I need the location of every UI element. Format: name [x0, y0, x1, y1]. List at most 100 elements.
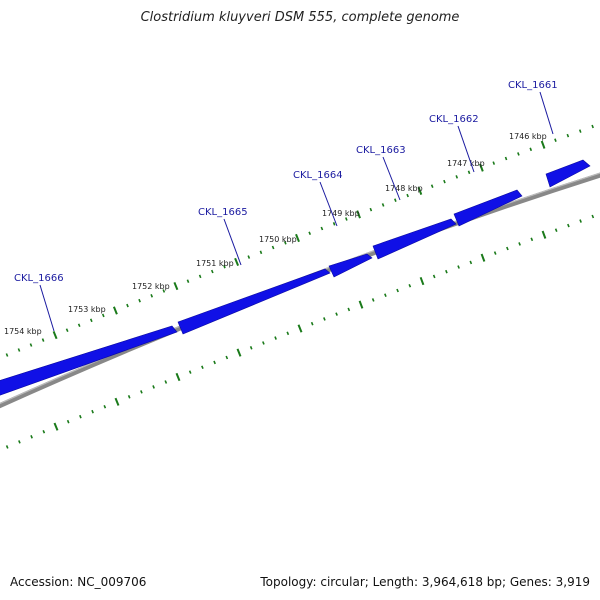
inner-tick-mark — [297, 324, 303, 333]
inner-tick-mark — [127, 395, 131, 399]
outer-tick-mark — [198, 274, 202, 279]
outer-tick-mark — [89, 318, 93, 323]
outer-tick-mark — [308, 231, 312, 236]
inner-tick-mark — [469, 260, 473, 265]
outer-tick-mark — [65, 328, 69, 333]
gene-labels: CKL_1661 CKL_1662 CKL_1663 CKL_1664 CKL_… — [14, 80, 558, 284]
outer-tick-mark — [17, 348, 21, 352]
outer-tick-mark — [271, 245, 275, 250]
outer-tick-mark — [517, 152, 520, 156]
inner-tick-mark — [541, 230, 547, 239]
outer-tick-mark — [578, 129, 582, 133]
outer-tick-mark — [345, 217, 348, 221]
outer-tick-mark — [492, 161, 496, 165]
inner-tick-mark — [530, 237, 534, 242]
gene-label[interactable]: CKL_1666 — [14, 273, 64, 284]
outer-tick-mark — [455, 175, 459, 179]
outer-tick-mark — [162, 289, 166, 293]
inner-tick-mark — [445, 269, 448, 274]
gene-arrow-CKL_1666[interactable] — [0, 325, 178, 397]
inner-tick-mark — [371, 298, 375, 302]
outer-tick-mark — [126, 303, 129, 308]
gene-leader-CKL_1662 — [457, 125, 475, 173]
gene-leader-CKL_1661 — [539, 91, 554, 135]
outer-tick-mark — [150, 294, 154, 298]
outer-tick-mark — [406, 193, 409, 198]
genome-stats-text: Topology: circular; Length: 3,964,618 bp… — [260, 575, 590, 589]
inner-tick-mark — [286, 331, 290, 336]
outer-tick-mark — [332, 222, 336, 226]
inner-tick-mark — [236, 348, 242, 357]
gene-label[interactable]: CKL_1662 — [429, 114, 479, 125]
inner-tick-mark — [103, 404, 107, 409]
inner-tick-mark — [480, 253, 486, 262]
tick-label: 1750 kbp — [259, 235, 297, 244]
outer-tick-mark — [138, 298, 141, 303]
outer-tick-mark — [504, 156, 508, 161]
inner-tick-mark — [66, 419, 70, 424]
outer-tick-mark — [234, 257, 240, 266]
outer-tick-mark — [566, 133, 570, 138]
tick-label: 1746 kbp — [509, 132, 547, 141]
genome-backbone — [0, 172, 600, 409]
gene-arrow-CKL_1663[interactable] — [372, 218, 457, 260]
inner-tick-mark — [384, 293, 387, 297]
outer-tick-mark — [430, 184, 434, 188]
outer-tick-mark — [77, 323, 81, 328]
inner-tick-mark — [506, 246, 509, 251]
gene-arrow-CKL_1665[interactable] — [177, 268, 331, 335]
inner-tick-mark — [567, 223, 570, 228]
outer-tick-mark — [247, 255, 251, 259]
inner-tick-mark — [408, 283, 412, 288]
outer-tick-mark — [5, 353, 9, 357]
outer-tick-mark — [529, 147, 533, 152]
outer-tick-mark — [186, 279, 190, 283]
inner-tick-mark — [79, 414, 82, 419]
outer-tick-mark — [591, 124, 594, 129]
gene-leader-CKL_1666 — [39, 284, 55, 332]
inner-tick-mark — [493, 251, 497, 255]
gene-arrow-CKL_1664[interactable] — [328, 253, 373, 278]
inner-tick-mark — [188, 370, 192, 374]
gene-leader-CKL_1663 — [382, 156, 401, 201]
inner-tick-mark — [164, 380, 168, 384]
outer-tick-ring — [5, 124, 594, 357]
gene-label[interactable]: CKL_1664 — [293, 170, 343, 181]
inner-tick-mark — [249, 346, 253, 350]
inner-tick-mark — [201, 365, 204, 370]
outer-tick-mark — [381, 203, 385, 207]
gene-label[interactable]: CKL_1665 — [198, 207, 248, 218]
inner-tick-mark — [30, 435, 33, 439]
inner-tick-mark — [358, 300, 364, 309]
inner-tick-mark — [396, 288, 399, 293]
inner-tick-mark — [274, 336, 277, 340]
inner-tick-mark — [347, 307, 351, 312]
outer-tick-mark — [467, 170, 471, 175]
outer-tick-mark — [356, 210, 361, 219]
outer-tick-mark — [417, 186, 423, 195]
gene-arrow-CKL_1662[interactable] — [453, 189, 523, 227]
tick-label: 1747 kbp — [447, 159, 485, 168]
inner-tick-mark — [591, 214, 595, 219]
gene-arrow-CKL_1661[interactable] — [545, 159, 591, 188]
tick-label: 1752 kbp — [132, 282, 170, 291]
inner-tick-mark — [579, 219, 582, 223]
gene-leaders — [39, 91, 554, 332]
outer-tick-mark — [259, 250, 263, 255]
outer-tick-mark — [320, 226, 324, 231]
tick-label: 1754 kbp — [4, 327, 42, 336]
tick-label: 1749 kbp — [322, 209, 360, 218]
inner-tick-mark — [114, 397, 120, 406]
inner-tick-mark — [5, 445, 9, 449]
outer-tick-mark — [540, 140, 546, 149]
outer-tick-mark — [479, 163, 484, 172]
outer-tick-mark — [41, 338, 45, 342]
gene-label[interactable]: CKL_1663 — [356, 145, 406, 156]
outer-tick-mark — [295, 233, 300, 243]
outer-tick-mark — [173, 282, 179, 291]
gene-leader-CKL_1665 — [223, 218, 242, 266]
gene-leader-CKL_1664 — [319, 181, 338, 227]
inner-tick-mark — [262, 341, 265, 345]
gene-label[interactable]: CKL_1661 — [508, 80, 558, 91]
